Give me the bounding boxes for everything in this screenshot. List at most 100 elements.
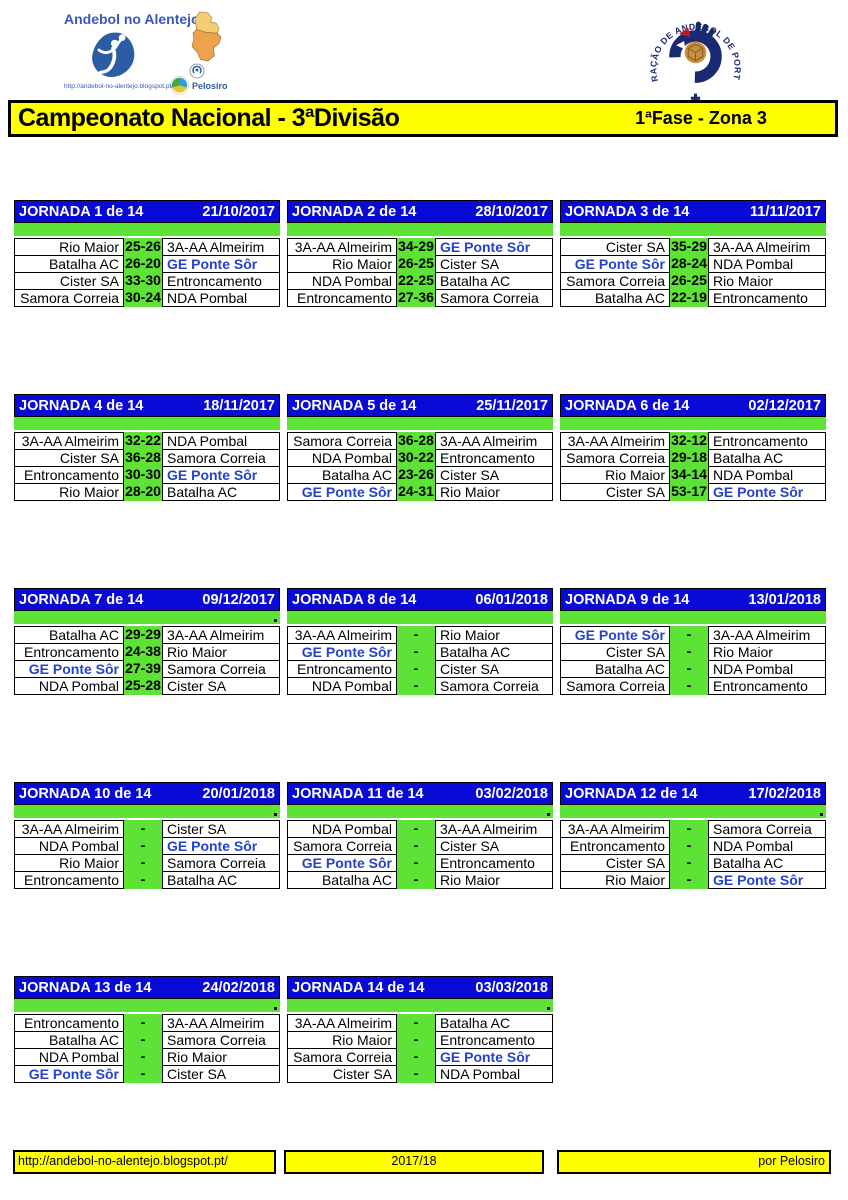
home-team: 3A-AA Almeirim	[14, 432, 124, 450]
match-row: NDA Pombal -3A-AA Almeirim	[287, 820, 553, 838]
home-team: NDA Pombal	[14, 677, 124, 695]
away-team: Entroncamento	[708, 432, 826, 450]
jornada-date: 06/01/2018	[475, 591, 548, 608]
match-row: Rio Maior - GE Ponte Sôr	[560, 871, 826, 889]
match-score: -	[124, 820, 162, 838]
match-score: -	[397, 626, 435, 644]
match-score: -	[670, 854, 708, 872]
jornada-header: JORNADA 7 de 14 09/12/2017	[14, 588, 280, 611]
match-row: NDA Pombal - Samora Correia	[287, 677, 553, 695]
home-team: 3A-AA Almeirim	[287, 1014, 397, 1032]
away-team: Samora Correia	[435, 677, 553, 695]
match-row: 3A-AA Almeirim 34-29 GE Ponte Sôr	[287, 238, 553, 256]
match-score: 27-39	[124, 660, 162, 678]
jornada-header: JORNADA 4 de 14 18/11/2017	[14, 394, 280, 417]
match-score: 35-29	[670, 238, 708, 256]
green-strip	[560, 611, 826, 624]
home-team: GE Ponte Sôr	[287, 854, 397, 872]
match-row: Rio Maior 34-14 NDA Pombal	[560, 466, 826, 484]
match-row: Samora Correia 29-18 Batalha AC	[560, 449, 826, 467]
away-team: Entroncamento	[435, 854, 553, 872]
match-rows: 3A-AA Almeirim - Rio Maior GE Ponte Sôr - Bat…	[287, 626, 553, 695]
away-team: NDA Pombal	[162, 432, 280, 450]
jornada-card: JORNADA 3 de 14 11/11/2017 Cister SA 35-29 3…	[560, 200, 826, 307]
away-team: Entroncamento	[708, 289, 826, 307]
jornada-date: 13/01/2018	[748, 591, 821, 608]
home-team: 3A-AA Almeirim	[560, 820, 670, 838]
site-url-link[interactable]: http://andebol-no-alentejo.blogspot.pt/	[64, 83, 174, 90]
match-row: Samora Correia 26-25 Rio Maior	[560, 272, 826, 290]
match-score: 32-22	[124, 432, 162, 450]
match-row: Batalha AC 29-29 3A-AA Almeirim	[14, 626, 280, 644]
jornada-title: JORNADA 1 de 14	[19, 203, 144, 220]
match-row: NDA Pombal - GE Ponte Sôr	[14, 837, 280, 855]
home-team: Cister SA	[560, 238, 670, 256]
home-team: NDA Pombal	[287, 677, 397, 695]
jornada-header: JORNADA 3 de 14 11/11/2017	[560, 200, 826, 223]
jornada-date: 20/01/2018	[202, 785, 275, 802]
home-team: Cister SA	[287, 1065, 397, 1083]
match-score: -	[397, 837, 435, 855]
match-row: Rio Maior 28-20 Batalha AC	[14, 483, 280, 501]
jornada-title: JORNADA 2 de 14	[292, 203, 417, 220]
home-team: Rio Maior	[14, 483, 124, 501]
jornada-title: JORNADA 10 de 14	[19, 785, 152, 802]
match-row: 3A-AA Almeirim - Rio Maior	[287, 626, 553, 644]
match-score: 32-12	[670, 432, 708, 450]
match-score: 24-31	[397, 483, 435, 501]
handball-player-icon	[92, 32, 135, 78]
match-rows: Batalha AC 29-29 3A-AA Almeirim Entroncamen…	[14, 626, 280, 695]
home-team: Cister SA	[560, 854, 670, 872]
home-team: GE Ponte Sôr	[287, 483, 397, 501]
match-score: 25-28	[124, 677, 162, 695]
away-team: Cister SA	[435, 660, 553, 678]
match-row: Cister SA 53-17 GE Ponte Sôr	[560, 483, 826, 501]
jornada-title: JORNADA 12 de 14	[565, 785, 698, 802]
match-row: GE Ponte Sôr 27-39 Samora Correia	[14, 660, 280, 678]
match-score: 34-29	[397, 238, 435, 256]
away-team: Samora Correia	[162, 1031, 280, 1049]
jornada-date: 03/02/2018	[475, 785, 548, 802]
away-team: GE Ponte Sôr	[708, 871, 826, 889]
match-score: -	[397, 820, 435, 838]
away-team: Batalha AC	[435, 272, 553, 290]
jornada-header: JORNADA 2 de 14 28/10/2017	[287, 200, 553, 223]
match-score: -	[670, 677, 708, 695]
jornada-date: 11/11/2017	[750, 203, 821, 220]
match-score: 27-36	[397, 289, 435, 307]
home-team: GE Ponte Sôr	[287, 643, 397, 661]
federation-logo: FEDERAÇÃO DE ANDEBOL DE PORTUGAL	[644, 3, 742, 103]
match-score: 30-22	[397, 449, 435, 467]
jornada-title: JORNADA 9 de 14	[565, 591, 690, 608]
match-rows: 3A-AA Almeirim - Batalha AC Rio Maior - Entro…	[287, 1014, 553, 1083]
jornada-title: JORNADA 4 de 14	[19, 397, 144, 414]
home-team: NDA Pombal	[287, 272, 397, 290]
jornada-card: JORNADA 6 de 14 02/12/2017 3A-AA Almeirim 3…	[560, 394, 826, 501]
home-team: Entroncamento	[14, 643, 124, 661]
match-rows: NDA Pombal -3A-AA Almeirim Samora Correia -…	[287, 820, 553, 889]
away-team: 3A-AA Almeirim	[162, 1014, 280, 1032]
away-team: NDA Pombal	[708, 660, 826, 678]
away-team: 3A-AA Almeirim	[435, 820, 553, 838]
green-strip	[287, 999, 553, 1012]
green-strip	[14, 805, 280, 818]
away-team: Cister SA	[435, 255, 553, 273]
jornada-date: 02/12/2017	[748, 397, 821, 414]
footer-url-link[interactable]: http://andebol-no-alentejo.blogspot.pt/	[13, 1150, 276, 1174]
match-score: 29-18	[670, 449, 708, 467]
green-strip	[560, 805, 826, 818]
match-score: 33-30	[124, 272, 162, 290]
away-team: Entroncamento	[162, 272, 280, 290]
match-rows: 3A-AA Almeirim 32-12 Entroncamento Samora C…	[560, 432, 826, 501]
footer-season: 2017/18	[284, 1150, 544, 1174]
jornada-card: JORNADA 8 de 14 06/01/2018 3A-AA Almeirim -…	[287, 588, 553, 695]
home-team: Samora Correia	[287, 432, 397, 450]
away-team: 3A-AA Almeirim	[162, 238, 280, 256]
match-row: Batalha AC 22-19 Entroncamento	[560, 289, 826, 307]
home-team: Entroncamento	[287, 660, 397, 678]
match-rows: 3A-AA Almeirim - Samora Correia Entroncamen…	[560, 820, 826, 889]
match-row: Cister SA 33-30 Entroncamento	[14, 272, 280, 290]
away-team: Entroncamento	[708, 677, 826, 695]
match-row: NDA Pombal 30-22 Entroncamento	[287, 449, 553, 467]
home-team: Entroncamento	[560, 837, 670, 855]
